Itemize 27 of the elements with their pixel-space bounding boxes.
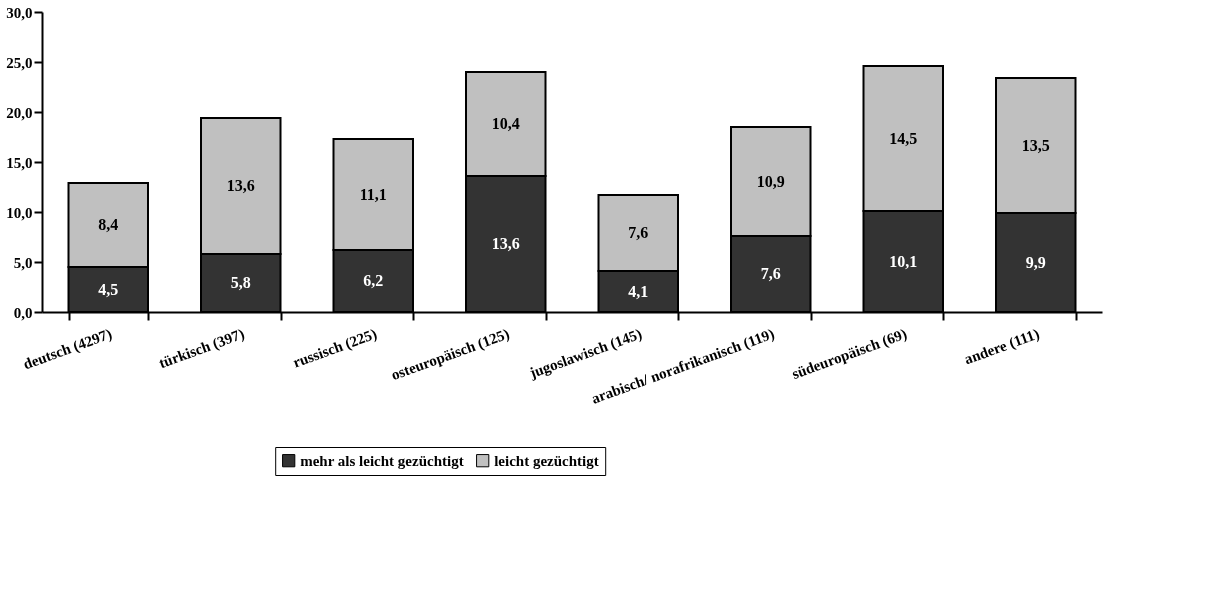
y-tick-label: 0,0 [13, 304, 33, 321]
data-label: 13,5 [1021, 136, 1050, 154]
y-tick-label: 30,0 [6, 4, 33, 21]
y-tick-label: 10,0 [6, 204, 33, 221]
data-label: 4,5 [98, 280, 119, 298]
data-label: 13,6 [491, 235, 520, 252]
x-tick-label: andere (111) [962, 325, 1042, 369]
data-label: 14,5 [889, 129, 918, 147]
data-label: 5,8 [230, 274, 251, 291]
legend-label: mehr als leicht gezüchtigt [300, 452, 464, 469]
y-tick-label: 15,0 [6, 154, 33, 171]
y-tick-label: 5,0 [13, 254, 33, 271]
data-label: 13,6 [226, 177, 255, 194]
legend-label: leicht gezüchtigt [494, 452, 599, 469]
data-label: 7,6 [760, 265, 781, 282]
data-label: 7,6 [628, 224, 649, 241]
data-label: 6,2 [363, 272, 384, 289]
data-label: 4,1 [628, 282, 649, 300]
data-label: 10,1 [889, 252, 918, 270]
data-label: 11,1 [359, 185, 387, 203]
y-tick-label: 25,0 [6, 54, 33, 71]
data-label: 9,9 [1025, 253, 1046, 271]
data-label: 10,9 [756, 172, 785, 190]
data-label: 10,4 [491, 115, 520, 132]
x-tick-label: deutsch (4297) [21, 325, 115, 374]
y-tick-label: 20,0 [6, 104, 33, 121]
data-label: 8,4 [98, 216, 119, 233]
